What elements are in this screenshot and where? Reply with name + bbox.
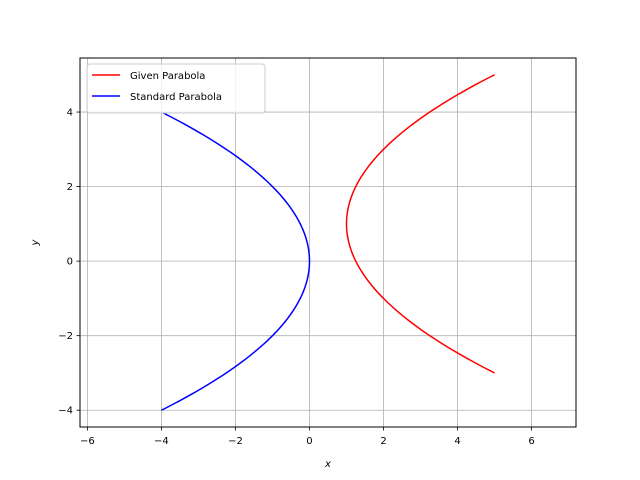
series-line-standard-parabola: [161, 111, 311, 411]
legend-label: Standard Parabola: [130, 92, 222, 103]
y-tick-label: 4: [67, 108, 73, 119]
series-line-given-parabola: [345, 74, 495, 374]
x-tick-label: 6: [528, 436, 534, 447]
x-tick-label: 2: [380, 436, 386, 447]
x-tick-label: 4: [454, 436, 460, 447]
x-tick-label: −4: [154, 436, 169, 447]
legend-box: [86, 63, 266, 114]
plot-area-frame: [79, 57, 577, 428]
series-lines: [161, 74, 495, 411]
x-tick-label: 0: [306, 436, 312, 447]
x-tick-label: −6: [80, 436, 95, 447]
y-axis-label: y: [30, 238, 41, 246]
legend-label: Given Parabola: [130, 71, 205, 82]
x-axis-label: x: [324, 459, 331, 470]
y-tick-label: 0: [67, 257, 73, 268]
x-tick-label: −2: [228, 436, 243, 447]
y-tick-label: −2: [58, 331, 73, 342]
legend: Given Parabola Standard Parabola: [86, 63, 266, 114]
y-tick-label: 2: [67, 182, 73, 193]
y-tick-label: −4: [58, 406, 73, 417]
axis-ticks: −6 −4 −2 0 2 4 6 −4 −2 0 2 4: [58, 108, 535, 447]
